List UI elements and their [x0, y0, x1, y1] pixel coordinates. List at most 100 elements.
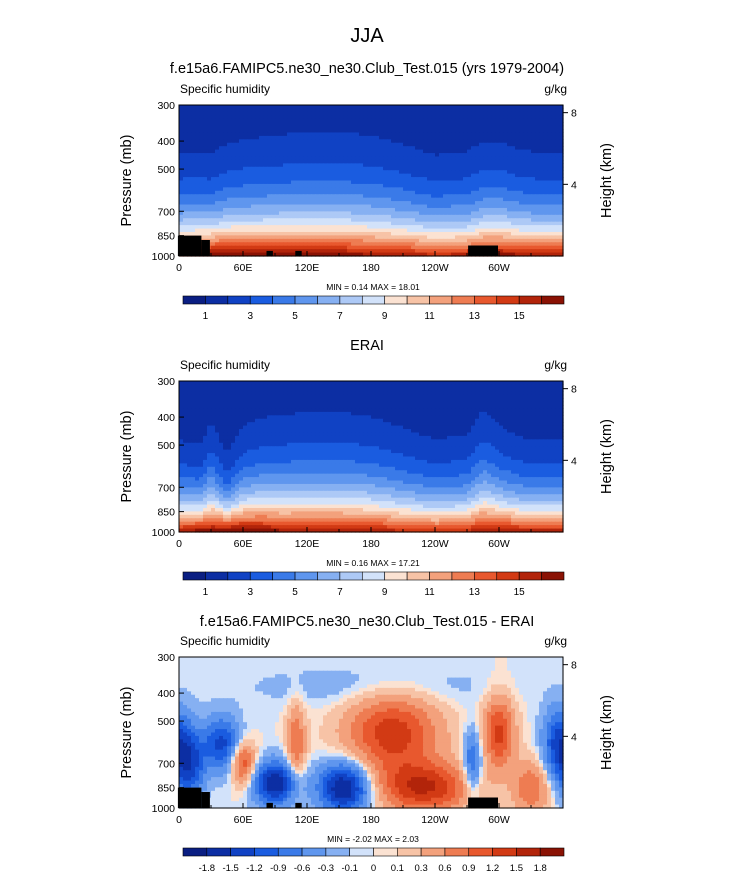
heatmap-cell	[271, 129, 276, 134]
heatmap-cell	[323, 238, 328, 243]
heatmap-cell	[471, 242, 476, 247]
heatmap-cell	[347, 242, 352, 247]
colorbar-swatch	[294, 295, 318, 305]
heatmap-cell	[379, 122, 384, 127]
heatmap-cell	[355, 180, 360, 185]
heatmap-cell	[431, 132, 436, 137]
heatmap-cell	[419, 242, 424, 247]
heatmap-cell	[511, 159, 516, 164]
heatmap-cell	[383, 387, 388, 392]
heatmap-cell	[259, 177, 264, 182]
heatmap-cell	[335, 108, 340, 113]
heatmap-cell	[339, 170, 344, 175]
heatmap-cell	[259, 214, 264, 219]
heatmap-cell	[303, 225, 308, 230]
heatmap-cell	[287, 391, 292, 396]
heatmap-cell	[275, 252, 280, 257]
heatmap-cell	[399, 183, 404, 188]
heatmap-cell	[271, 249, 276, 254]
heatmap-cell	[471, 387, 476, 392]
heatmap-cell	[239, 135, 244, 140]
heatmap-cell	[351, 231, 356, 237]
heatmap-cell	[327, 381, 332, 386]
heatmap-cell	[427, 166, 432, 171]
heatmap-cell	[491, 225, 496, 230]
heatmap-cell	[251, 125, 256, 130]
heatmap-cell	[283, 398, 288, 403]
heatmap-cell	[407, 163, 412, 168]
heatmap-cell	[359, 159, 364, 164]
heatmap-cell	[411, 394, 416, 399]
heatmap-cell	[403, 180, 408, 185]
heatmap-cell	[559, 173, 564, 178]
heatmap-cell	[463, 211, 468, 216]
heatmap-cell	[179, 118, 184, 123]
heatmap-cell	[211, 149, 216, 154]
heatmap-cell	[267, 118, 272, 123]
heatmap-cell	[351, 381, 356, 386]
heatmap-cell	[471, 204, 476, 209]
heatmap-cell	[195, 163, 200, 168]
heatmap-cell	[187, 108, 192, 113]
heatmap-cell	[303, 170, 308, 175]
heatmap-cell	[315, 190, 320, 195]
heatmap-cell	[399, 204, 404, 209]
heatmap-cell	[463, 391, 468, 396]
heatmap-cell	[403, 173, 408, 178]
heatmap-cell	[223, 177, 228, 182]
heatmap-cell	[279, 214, 284, 219]
heatmap-cell	[355, 218, 360, 223]
heatmap-cell	[499, 118, 504, 123]
heatmap-cell	[547, 204, 552, 209]
heatmap-cell	[299, 139, 304, 144]
heatmap-cell	[423, 252, 428, 257]
heatmap-cell	[263, 197, 268, 202]
heatmap-cell	[395, 207, 400, 212]
heatmap-cell	[535, 187, 540, 192]
heatmap-cell	[495, 221, 500, 226]
heatmap-cell	[439, 153, 444, 158]
heatmap-cell	[391, 159, 396, 164]
heatmap-cell	[447, 242, 452, 247]
heatmap-cell	[231, 201, 236, 206]
heatmap-cell	[447, 149, 452, 154]
heatmap-cell	[547, 190, 552, 195]
heatmap-cell	[375, 180, 380, 185]
heatmap-cell	[495, 149, 500, 154]
heatmap-cell	[527, 211, 532, 216]
heatmap-cell	[319, 187, 324, 192]
heatmap-cell	[263, 180, 268, 185]
heatmap-cell	[335, 242, 340, 247]
heatmap-cell	[259, 228, 264, 233]
heatmap-cell	[295, 225, 300, 230]
heatmap-cell	[419, 146, 424, 151]
heatmap-cell	[531, 242, 536, 247]
heatmap-cell	[531, 381, 536, 386]
heatmap-cell	[463, 183, 468, 188]
heatmap-cell	[183, 398, 188, 403]
heatmap-cell	[251, 228, 256, 233]
heatmap-cell	[355, 194, 360, 199]
heatmap-cell	[443, 187, 448, 192]
heatmap-cell	[383, 218, 388, 223]
heatmap-cell	[263, 105, 268, 110]
heatmap-cell	[455, 166, 460, 171]
heatmap-cell	[447, 115, 452, 120]
heatmap-cell	[427, 211, 432, 216]
heatmap-cell	[227, 122, 232, 127]
heatmap-cell	[355, 221, 360, 226]
heatmap-cell	[299, 194, 304, 199]
heatmap-cell	[535, 135, 540, 140]
heatmap-cell	[367, 391, 372, 396]
heatmap-cell	[331, 142, 336, 147]
heatmap-cell	[523, 394, 528, 399]
heatmap-cell	[371, 180, 376, 185]
heatmap-cell	[367, 384, 372, 389]
heatmap-cell	[211, 115, 216, 120]
heatmap-cell	[387, 401, 392, 406]
heatmap-cell	[383, 173, 388, 178]
heatmap-cell	[311, 173, 316, 178]
heatmap-cell	[191, 190, 196, 195]
heatmap-cell	[363, 125, 368, 130]
heatmap-cell	[343, 207, 348, 212]
